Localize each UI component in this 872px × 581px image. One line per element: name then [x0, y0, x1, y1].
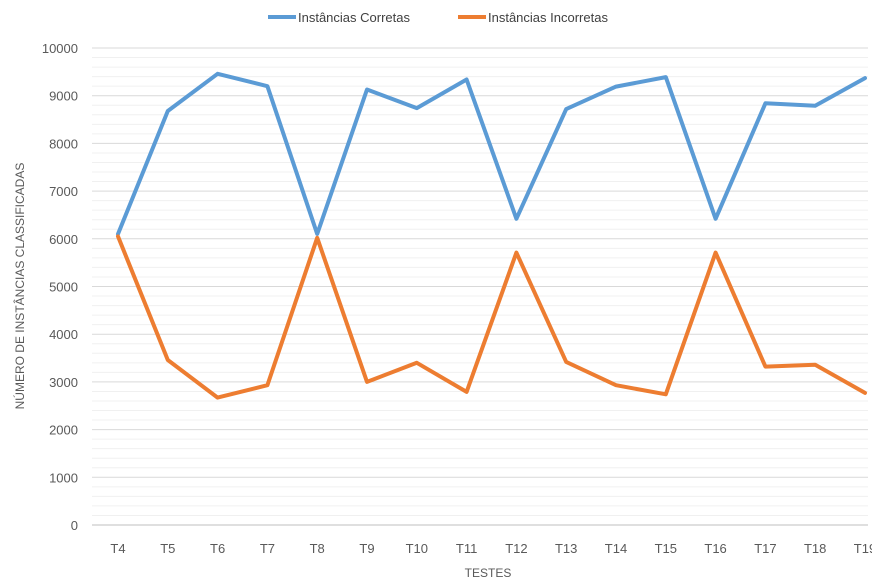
x-tick-label: T4: [110, 541, 125, 556]
x-tick-label: T9: [359, 541, 374, 556]
y-tick-label: 4000: [49, 327, 78, 342]
y-tick-label: 9000: [49, 89, 78, 104]
x-axis-label: TESTES: [465, 566, 512, 580]
x-tick-label: T7: [260, 541, 275, 556]
x-tick-label: T19: [854, 541, 872, 556]
y-tick-label: 3000: [49, 375, 78, 390]
y-tick-label: 7000: [49, 184, 78, 199]
y-tick-label: 1000: [49, 470, 78, 485]
legend: Instâncias Corretas Instâncias Incorreta…: [268, 10, 608, 25]
legend-label-corretas: Instâncias Corretas: [298, 10, 410, 25]
x-tick-label: T17: [754, 541, 776, 556]
x-tick-label: T6: [210, 541, 225, 556]
x-tick-label: T10: [406, 541, 428, 556]
x-tick-label: T12: [505, 541, 527, 556]
series-lines: [118, 74, 865, 398]
series-line-incorretas: [118, 236, 865, 397]
x-tick-label: T8: [310, 541, 325, 556]
x-axis-ticks: T4 T5 T6 T7 T8 T9 T10 T11 T12 T13 T14 T15 T16 T17 T18 T…: [110, 541, 872, 556]
y-tick-label: 8000: [49, 136, 78, 151]
y-axis-ticks: 0 1000 2000 3000 4000 5000 6000 7000 8000 9000 100…: [42, 41, 78, 533]
y-tick-label: 10000: [42, 41, 78, 56]
x-tick-label: T5: [160, 541, 175, 556]
y-tick-label: 6000: [49, 232, 78, 247]
x-tick-label: T18: [804, 541, 826, 556]
x-tick-label: T13: [555, 541, 577, 556]
x-tick-label: T11: [456, 541, 477, 556]
x-tick-label: T15: [655, 541, 677, 556]
y-axis-label: NÚMERO DE INSTÂNCIAS CLASSIFICADAS: [12, 163, 27, 410]
legend-label-incorretas: Instâncias Incorretas: [488, 10, 608, 25]
y-tick-label: 5000: [49, 280, 78, 295]
x-tick-label: T14: [605, 541, 627, 556]
y-tick-label: 0: [71, 518, 78, 533]
y-tick-label: 2000: [49, 423, 78, 438]
x-tick-label: T16: [704, 541, 726, 556]
